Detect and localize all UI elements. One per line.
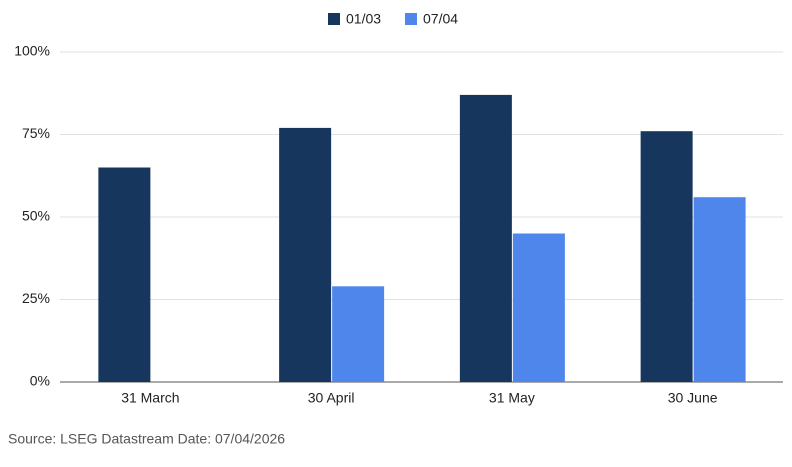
y-tick-label: 0% — [30, 373, 50, 389]
legend-label: 01/03 — [346, 11, 381, 27]
legend-label: 07/04 — [423, 11, 458, 27]
bar — [98, 167, 151, 382]
y-tick-label: 25% — [22, 290, 50, 306]
legend-swatch — [405, 13, 417, 25]
x-tick-label: 30 April — [308, 390, 355, 406]
y-tick-label: 50% — [22, 208, 50, 224]
bar — [693, 197, 746, 382]
bar — [279, 127, 332, 383]
x-tick-label: 31 May — [489, 390, 535, 406]
bar — [512, 233, 565, 382]
y-tick-label: 100% — [14, 43, 50, 59]
y-tick-label: 75% — [22, 125, 50, 141]
bar — [459, 94, 512, 383]
x-tick-label: 30 June — [668, 390, 718, 406]
source-note: Source: LSEG Datastream Date: 07/04/2026 — [8, 431, 285, 447]
legend-swatch — [328, 13, 340, 25]
bar — [640, 131, 693, 382]
bar — [332, 286, 385, 382]
x-tick-label: 31 March — [121, 390, 179, 406]
